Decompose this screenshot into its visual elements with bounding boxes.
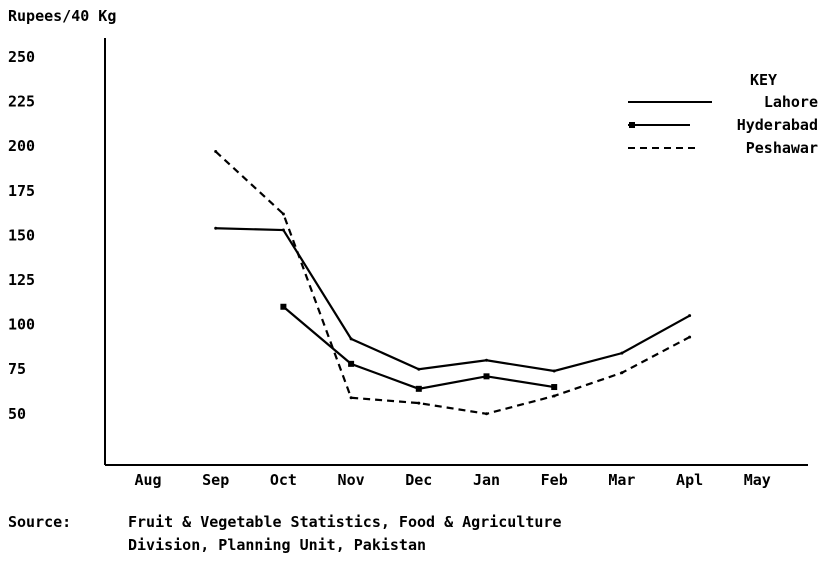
data-point: [552, 369, 556, 373]
legend-label: Hyderabad: [737, 116, 818, 134]
data-point: [620, 371, 624, 375]
data-point: [348, 360, 355, 367]
data-point: [551, 384, 558, 391]
source-line-1: Fruit & Vegetable Statistics, Food & Agr…: [128, 513, 561, 531]
data-point: [485, 412, 488, 416]
series-line-lahore: [215, 227, 691, 373]
legend-marker: [629, 122, 635, 128]
data-point: [552, 394, 556, 398]
y-tick-label: 50: [8, 405, 26, 423]
source-label: Source:: [8, 513, 71, 531]
x-tick-label: Apl: [676, 471, 703, 489]
data-point: [417, 367, 421, 371]
data-point: [214, 150, 218, 154]
data-point: [349, 396, 353, 400]
x-tick-label: Dec: [405, 471, 432, 489]
data-point: [214, 226, 218, 230]
data-point: [281, 228, 285, 232]
legend-label: Lahore: [764, 93, 818, 111]
legend-title: KEY: [750, 71, 777, 89]
data-point: [281, 212, 285, 216]
x-tick-label: Jan: [473, 471, 500, 489]
series-line-hyderabad: [282, 305, 555, 390]
y-tick-label: 175: [8, 182, 35, 200]
y-tick-label: 225: [8, 93, 35, 111]
y-tick-label: 200: [8, 137, 35, 155]
series-line-peshawar: [214, 150, 691, 415]
y-tick-label: 250: [8, 48, 35, 66]
data-point: [349, 337, 353, 341]
data-point: [485, 358, 488, 362]
x-tick-label: May: [744, 471, 771, 489]
x-tick-label: Nov: [338, 471, 365, 489]
legend: KEY Lahore Hyderabad Peshawar: [628, 71, 818, 157]
x-tick-label: Sep: [202, 471, 229, 489]
y-tick-label: 125: [8, 271, 35, 289]
x-tick-label: Oct: [270, 471, 297, 489]
data-point: [417, 401, 421, 405]
legend-label: Peshawar: [746, 139, 818, 157]
data-point: [483, 373, 490, 380]
data-point: [620, 351, 624, 355]
x-tick-label: Feb: [541, 471, 568, 489]
y-tick-label: 100: [8, 316, 35, 334]
data-point: [688, 314, 692, 318]
y-tick-label: 75: [8, 360, 26, 378]
source-line-2: Division, Planning Unit, Pakistan: [128, 536, 426, 554]
data-point: [688, 335, 692, 339]
x-tick-label: Mar: [608, 471, 635, 489]
data-point: [415, 385, 422, 392]
y-axis-label: Rupees/40 Kg: [8, 7, 116, 25]
y-tick-label: 150: [8, 226, 35, 244]
x-tick-label: Aug: [134, 471, 161, 489]
data-point: [280, 303, 287, 310]
